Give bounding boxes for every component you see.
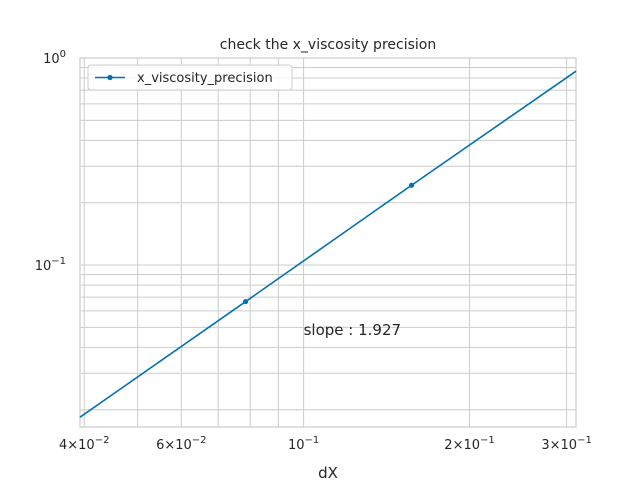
legend: x_viscosity_precision: [87, 64, 293, 91]
x-tick-label: 10−1: [288, 435, 319, 453]
chart-title: check the x_viscosity precision: [220, 37, 436, 53]
series-line: [79, 70, 577, 418]
plot-frame: [79, 57, 577, 428]
x-axis-label: dX: [318, 464, 338, 480]
plot-area: 4×10−2 6×10−2 10−1 2×10−1 3×10−1 100 10−1 slope…: [35, 49, 592, 453]
x-tick-label: 3×10−1: [541, 435, 591, 453]
data-point: [408, 182, 415, 188]
data-point: [243, 298, 249, 305]
legend-label: x_viscosity_precision: [137, 71, 273, 86]
slope-annotation: slope : 1.927: [304, 321, 401, 339]
x-tick-label: 6×10−2: [156, 435, 206, 453]
x-tick-label: 2×10−1: [444, 435, 494, 453]
y-tick-label: 10−1: [35, 256, 66, 274]
legend-marker-swatch: [107, 74, 113, 81]
y-tick-label: 100: [43, 49, 66, 67]
x-tick-label: 4×10−2: [59, 435, 109, 453]
legend-box: [87, 64, 293, 91]
